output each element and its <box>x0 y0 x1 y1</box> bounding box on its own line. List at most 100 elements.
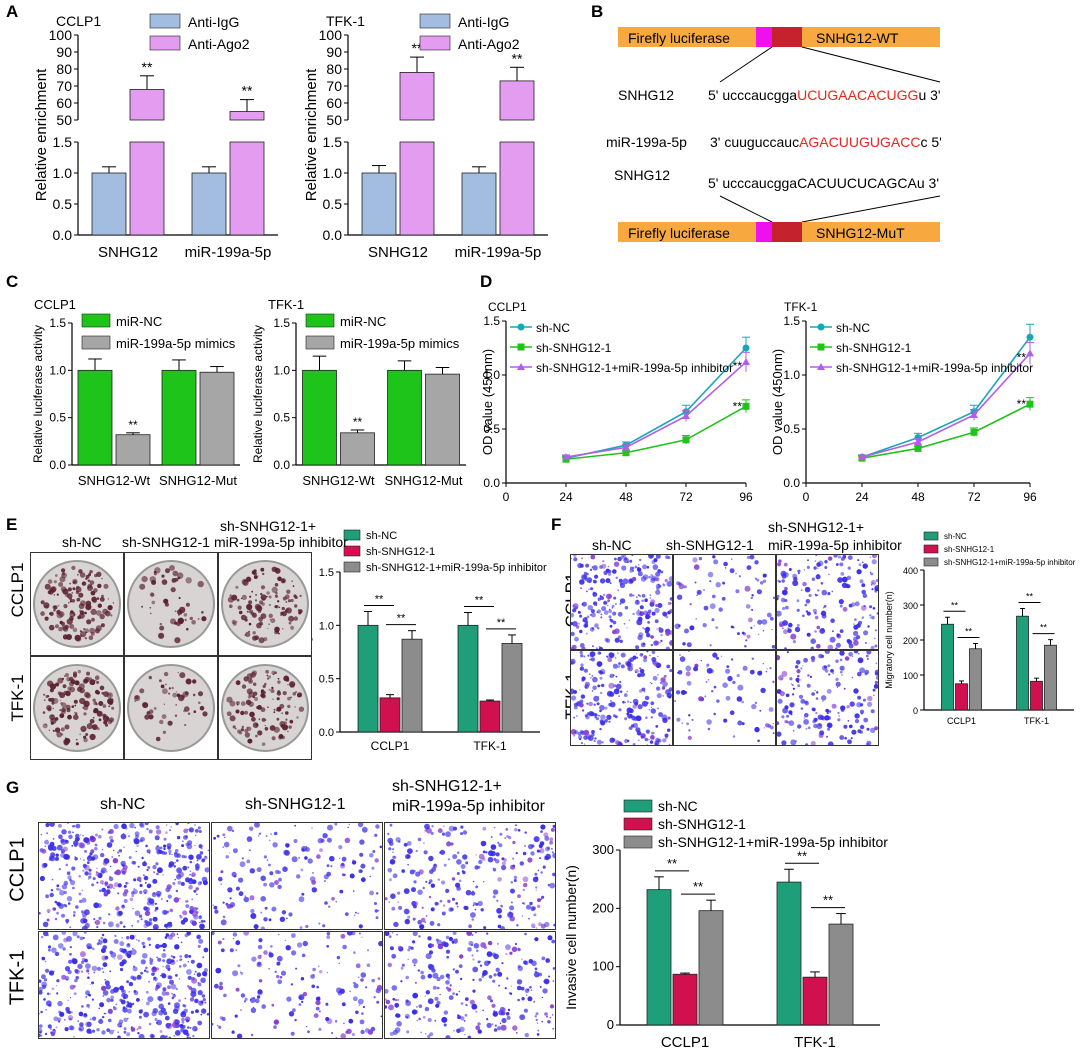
y-tick-label: 0.5 <box>319 674 334 686</box>
panel-letter-e: E <box>6 515 18 534</box>
mir-name: miR-199a-5p <box>606 134 687 150</box>
f-micrograph-cclp1-shnc <box>570 554 673 650</box>
bar <box>1016 615 1029 711</box>
legend-marker <box>517 323 525 331</box>
bar-upper-segment <box>399 72 435 121</box>
significance-mark: ** <box>693 879 703 894</box>
panel-letter-g: G <box>6 778 20 797</box>
e-dish-cclp1-shsnhg-texture <box>127 560 215 648</box>
y-tick-label: 0.0 <box>319 727 334 739</box>
g-micrograph-cclp1-shsnhg <box>211 822 383 930</box>
mir-prefix: 3' cuuguccauc <box>710 134 799 150</box>
y-tick-label: 0.5 <box>323 196 343 212</box>
legend-label: miR-NC <box>340 314 386 329</box>
y-tick-label: 80 <box>56 61 72 77</box>
f-micrograph-cclp1-shsnhg-texture <box>674 555 775 649</box>
series-line <box>861 403 1031 459</box>
g-micrograph-cclp1-shnc-texture <box>39 823 209 929</box>
legend-marker <box>817 343 825 351</box>
legend-swatch <box>149 13 181 29</box>
f-micrograph-cclp1-inhibitor <box>776 554 879 650</box>
f-micrograph-tfk1-shsnhg <box>673 650 776 746</box>
significance-mark: ** <box>142 59 153 75</box>
bar <box>401 638 423 733</box>
y-axis-label: Invasive cell number(n) <box>563 865 579 1010</box>
f-micrograph-tfk1-shnc-texture <box>571 651 672 745</box>
legend-swatch <box>623 799 653 813</box>
significance-mark: ** <box>397 613 406 625</box>
panel-letter-d: D <box>480 272 493 291</box>
g-col-label-shnc: sh-NC <box>100 796 146 813</box>
legend-swatch <box>623 817 653 831</box>
chart-c-cclp1: 0.0 0.5 1.0 1.5 Relative luciferase activity… <box>31 297 240 488</box>
y-tick-label: 1.5 <box>273 316 290 330</box>
y-tick-label: 200 <box>592 900 614 915</box>
f-micrograph-tfk1-shnc <box>570 650 673 746</box>
g-micrograph-tfk1-shsnhg <box>211 931 383 1039</box>
data-point <box>914 434 922 442</box>
luciferase-construct-diagram: Firefly luciferase SNHG12-WT SNHG12 5' u… <box>606 27 942 242</box>
y-tick-label: 1.0 <box>783 368 800 382</box>
e-dish-cclp1-inhibitor <box>218 552 312 656</box>
legend-label: sh-NC <box>658 798 698 814</box>
significance-mark: ** <box>512 50 523 66</box>
data-point <box>970 428 978 436</box>
significance-mark: ** <box>667 856 677 871</box>
legend-label: sh-SNHG12-1 <box>944 545 995 554</box>
mut-magenta-block <box>756 222 772 242</box>
data-point <box>622 443 630 451</box>
bar <box>77 369 113 466</box>
y-axis-label: Migratory cell number(n) <box>884 591 894 689</box>
f-col-label-shsnhg: sh-SNHG12-1 <box>666 537 754 553</box>
series-line <box>861 336 1031 458</box>
mut-construct-label: SNHG12-MuT <box>816 225 905 241</box>
legend-swatch <box>343 561 361 573</box>
y-tick-label: 1.0 <box>53 165 73 181</box>
seq1-sequence: 5' ucccaucggaUCUGAACACUGGu 3' <box>708 87 941 103</box>
y-tick-label: 100 <box>592 959 614 974</box>
seq1-red: UCUGAACACUGG <box>797 87 918 103</box>
y-tick-label: 1.0 <box>273 363 290 377</box>
data-point <box>622 449 630 457</box>
category-label: CCLP1 <box>947 716 976 726</box>
y-tick-label: 90 <box>56 44 72 60</box>
significance-mark: ** <box>475 595 484 607</box>
f-micrograph-tfk1-inhibitor <box>776 650 879 746</box>
category-label: TFK-1 <box>1024 716 1049 726</box>
g-micrograph-cclp1-inhibitor <box>384 822 556 930</box>
data-point <box>1026 349 1034 357</box>
category-label: TFK-1 <box>794 1034 836 1051</box>
e-col-label-inh2: miR-199a-5p inhibitor <box>214 534 348 550</box>
bar <box>115 434 151 466</box>
wt-magenta-block <box>756 27 772 47</box>
significance-mark: ** <box>1017 350 1027 364</box>
significance-mark: ** <box>1026 592 1034 602</box>
bar <box>357 624 379 733</box>
bar-lower-segment <box>499 141 535 236</box>
seq1-name: SNHG12 <box>618 87 674 103</box>
bar <box>828 923 854 1026</box>
legend-swatch <box>923 531 939 541</box>
data-point <box>1026 400 1034 408</box>
e-dish-cclp1-shsnhg <box>124 552 218 656</box>
y-tick-label: 0.5 <box>783 422 800 436</box>
y-tick-label: 1.5 <box>323 134 343 150</box>
y-tick-label: 0.0 <box>323 227 343 243</box>
seq1-prefix: 5' ucccaucgga <box>708 87 797 103</box>
y-tick-label: 1.0 <box>323 165 343 181</box>
y-tick-label: 0.5 <box>53 196 73 212</box>
mir-red: AGACUUGUGACC <box>799 134 920 150</box>
bar <box>802 976 828 1026</box>
legend-marker <box>817 363 825 370</box>
y-tick-label: 1.0 <box>319 620 334 632</box>
legend-swatch <box>923 557 939 567</box>
data-point <box>970 410 978 418</box>
bar <box>379 697 401 733</box>
legend-label: miR-199a-5p mimics <box>116 336 236 351</box>
chart-title: TFK-1 <box>326 13 365 29</box>
chart-title: TFK-1 <box>268 297 304 312</box>
e-dish-tfk1-inhibitor <box>218 656 312 760</box>
panel-letter-f: F <box>551 515 562 534</box>
